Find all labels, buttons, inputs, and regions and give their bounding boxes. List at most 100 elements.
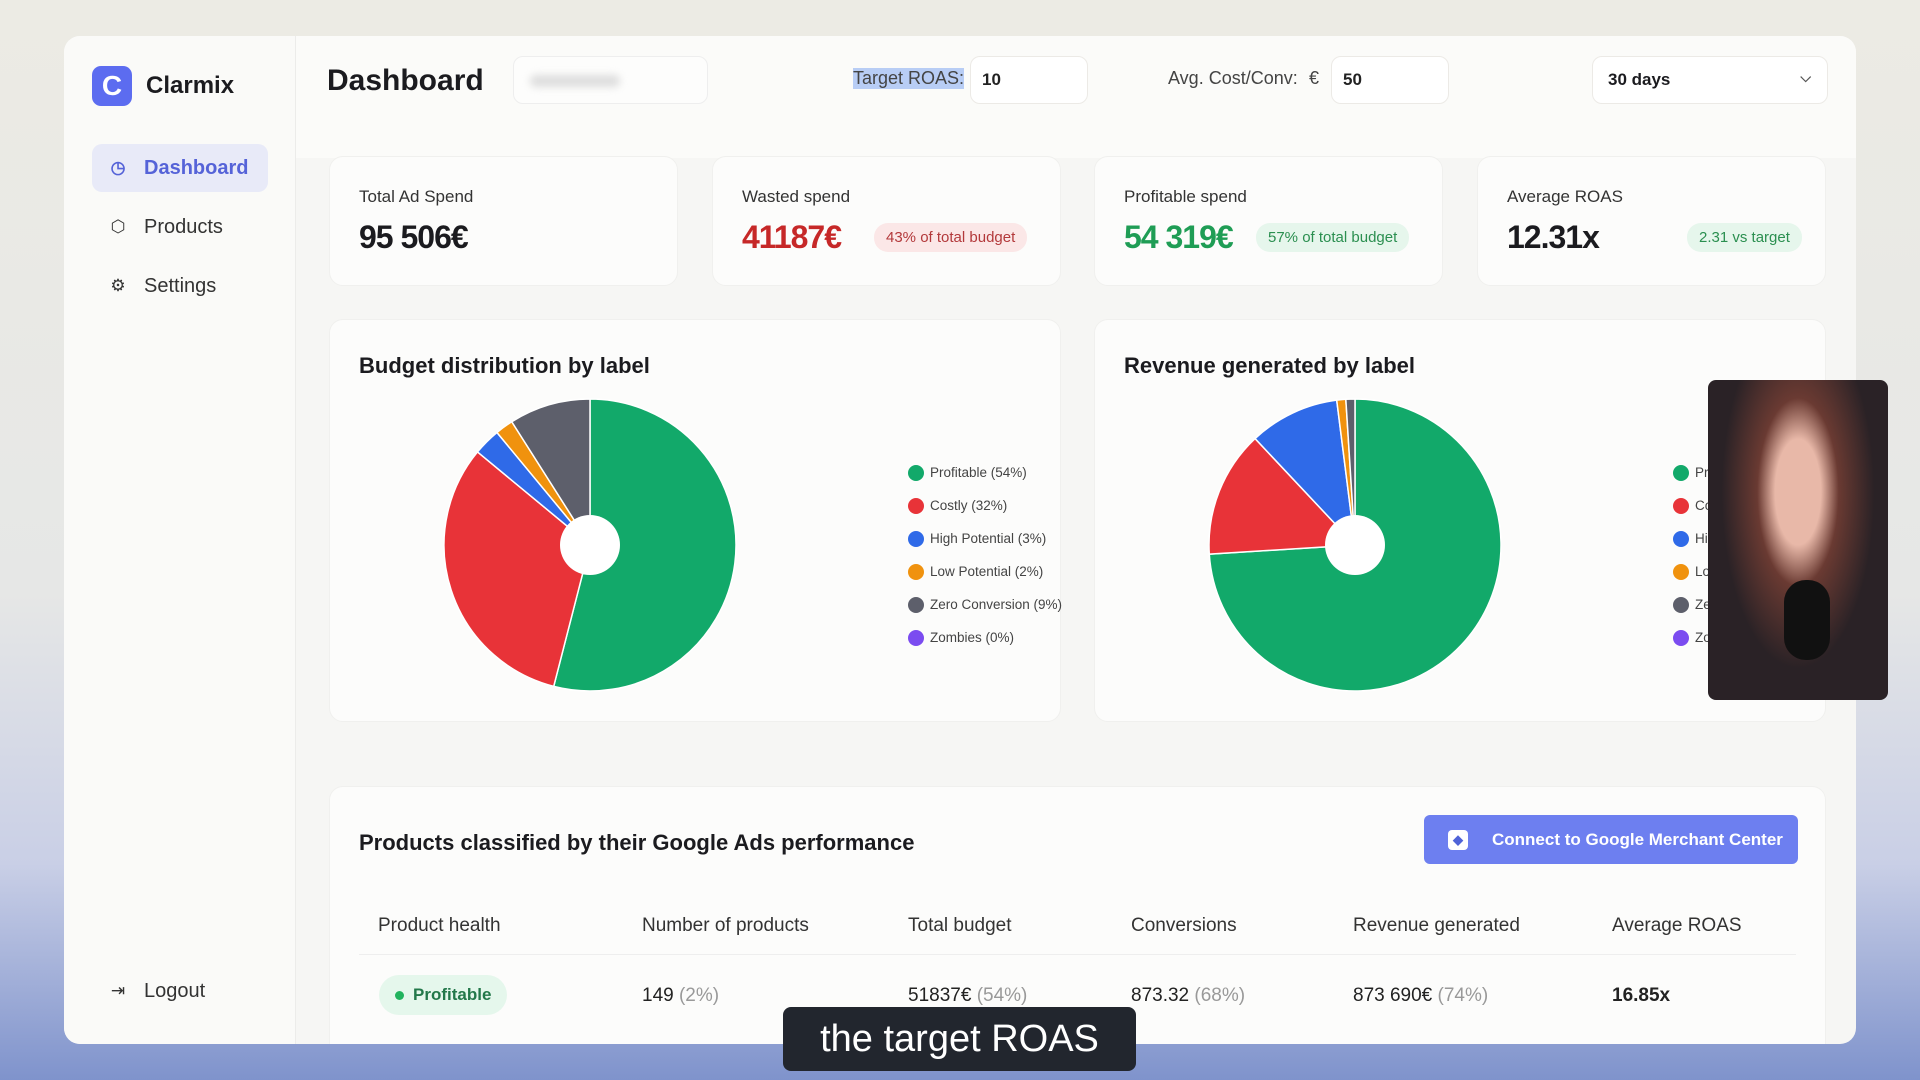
stat-label: Average ROAS — [1507, 187, 1623, 206]
legend-swatch — [1673, 629, 1689, 646]
legend-label: Zero Conversion (9%) — [930, 597, 1063, 612]
legend-swatch — [908, 497, 924, 514]
target-roas-input[interactable]: 10 — [970, 56, 1088, 104]
brand-name: Clarmix — [146, 72, 235, 99]
legend-swatch — [1673, 464, 1689, 481]
cell-pct: (68%) — [1194, 985, 1246, 1006]
stat-wasted-spend: Wasted spend 41187€ 43% of total budget — [712, 156, 1061, 286]
legend-item[interactable]: Low Potential (2%) — [908, 555, 1062, 588]
pie-chart-icon: ◷ — [110, 158, 126, 177]
stat-value: 54 319€ — [1124, 219, 1234, 255]
sidebar-item-label: Settings — [144, 274, 217, 297]
avg-cost-label: Avg. Cost/Conv: — [1168, 68, 1298, 88]
chart-title: Budget distribution by label — [359, 353, 650, 378]
legend-swatch — [908, 629, 924, 646]
page-title: Dashboard — [327, 64, 484, 97]
pie-slice-costly[interactable] — [1208, 437, 1357, 555]
period-select[interactable]: 30 days ⌵ — [1592, 56, 1828, 104]
table-title: Products classified by their Google Ads … — [359, 830, 915, 855]
legend-item[interactable]: High Potential (3%) — [908, 522, 1062, 555]
sidebar-item-products[interactable]: ⬡ Products — [92, 203, 268, 251]
header: Dashboard Target ROAS: 10 Avg. Cost/Conv… — [296, 36, 1856, 158]
legend-swatch — [1673, 596, 1689, 613]
legend-label: Costly (32%) — [930, 498, 1008, 513]
currency-label: € — [1309, 68, 1320, 88]
legend-swatch — [908, 563, 924, 580]
donut-hole — [1325, 515, 1385, 575]
gear-icon: ⚙ — [110, 276, 126, 295]
pie-slice-zero-conversion[interactable] — [1345, 398, 1356, 546]
products-table-card: Products classified by their Google Ads … — [329, 786, 1826, 1044]
column-header: Product health — [378, 915, 501, 936]
column-header: Revenue generated — [1353, 915, 1520, 936]
column-header: Average ROAS — [1612, 915, 1742, 936]
cell-pct: (74%) — [1437, 985, 1489, 1006]
column-header: Conversions — [1131, 915, 1237, 936]
pie-slice-costly[interactable] — [443, 450, 591, 688]
legend-item[interactable]: Costly (32%) — [908, 489, 1062, 522]
stat-label: Total Ad Spend — [359, 187, 474, 206]
legend-swatch — [908, 530, 924, 547]
budget-chart-card: Budget distribution by label Profitable … — [329, 319, 1062, 722]
sidebar-item-dashboard[interactable]: ◷ Dashboard — [92, 144, 268, 192]
cell-roas: 16.85x — [1612, 985, 1671, 1006]
sidebar-item-label: Dashboard — [144, 156, 249, 179]
pie-slice-zero-conversion[interactable] — [510, 398, 591, 548]
target-roas-label: Target ROAS: — [853, 68, 965, 89]
stat-average-roas: Average ROAS 12.31x 2.31 vs target — [1477, 156, 1826, 286]
pie-slice-profitable[interactable] — [552, 398, 737, 692]
pie-slice-high-potential[interactable] — [1253, 399, 1357, 548]
legend-swatch — [1673, 530, 1689, 547]
revenue-pie-chart — [1208, 398, 1502, 692]
stat-total-ad-spend: Total Ad Spend 95 506€ — [329, 156, 678, 286]
cell-pct: (54%) — [976, 985, 1028, 1006]
logout-button[interactable]: ⇥ Logout — [92, 967, 268, 1015]
stat-badge: 43% of total budget — [874, 223, 1028, 252]
blurred-field[interactable] — [513, 56, 708, 104]
legend-item[interactable]: Zero Conversion (9%) — [908, 588, 1062, 621]
period-value: 30 days — [1608, 70, 1671, 89]
cell: 873 690€ — [1353, 985, 1433, 1006]
chart-title: Revenue generated by label — [1124, 353, 1415, 378]
sidebar: C Clarmix ◷ Dashboard ⬡ Products ⚙ Settings… — [64, 36, 296, 1044]
subtitle-caption: the target ROAS — [783, 1007, 1136, 1071]
button-label: Connect to Google Merchant Center — [1492, 829, 1783, 849]
stat-label: Profitable spend — [1124, 187, 1247, 206]
stat-value: 95 506€ — [359, 219, 469, 255]
divider — [359, 954, 1796, 955]
sidebar-item-label: Products — [144, 215, 223, 238]
microphone — [1784, 580, 1830, 660]
logout-icon: ⇥ — [110, 981, 126, 1000]
chart-legend: Profitable (54%) Costly (32%) High Potenti… — [908, 456, 1062, 654]
logout-label: Logout — [144, 979, 206, 1002]
webcam-overlay — [1708, 380, 1888, 700]
legend-label: High Potential (3%) — [930, 531, 1047, 546]
stat-value: 41187€ — [742, 219, 842, 255]
budget-pie-chart — [443, 398, 737, 692]
legend-item[interactable]: Profitable (54%) — [908, 456, 1062, 489]
legend-label: Profitable (54%) — [930, 465, 1027, 480]
legend-label: Zombies (0%) — [930, 630, 1015, 645]
logo: C — [92, 66, 132, 106]
legend-swatch — [1673, 497, 1689, 514]
stat-profitable-spend: Profitable spend 54 319€ 57% of total bu… — [1094, 156, 1443, 286]
avg-cost-input[interactable]: 50 — [1331, 56, 1449, 104]
stat-badge: 2.31 vs target — [1687, 223, 1802, 252]
stat-value: 12.31x — [1507, 219, 1600, 255]
status-badge: Profitable — [379, 975, 508, 1015]
cell-pct: (2%) — [678, 985, 720, 1006]
column-header: Number of products — [642, 915, 809, 936]
sidebar-item-settings[interactable]: ⚙ Settings — [92, 262, 268, 310]
cell: 873.32 — [1131, 985, 1190, 1006]
connect-merchant-center-button[interactable]: ◆ Connect to Google Merchant Center — [1424, 815, 1798, 864]
cell: 149 — [642, 985, 674, 1006]
legend-swatch — [908, 596, 924, 613]
cell: 51837€ — [908, 985, 972, 1006]
box-icon: ⬡ — [110, 217, 126, 236]
app-window: C Clarmix ◷ Dashboard ⬡ Products ⚙ Settings… — [64, 36, 1856, 1044]
legend-item[interactable]: Zombies (0%) — [908, 621, 1062, 654]
merchant-icon: ◆ — [1448, 829, 1468, 850]
revenue-chart-card: Revenue generated by label Profitable (7… — [1094, 319, 1826, 722]
legend-swatch — [1673, 563, 1689, 580]
donut-hole — [560, 515, 620, 575]
